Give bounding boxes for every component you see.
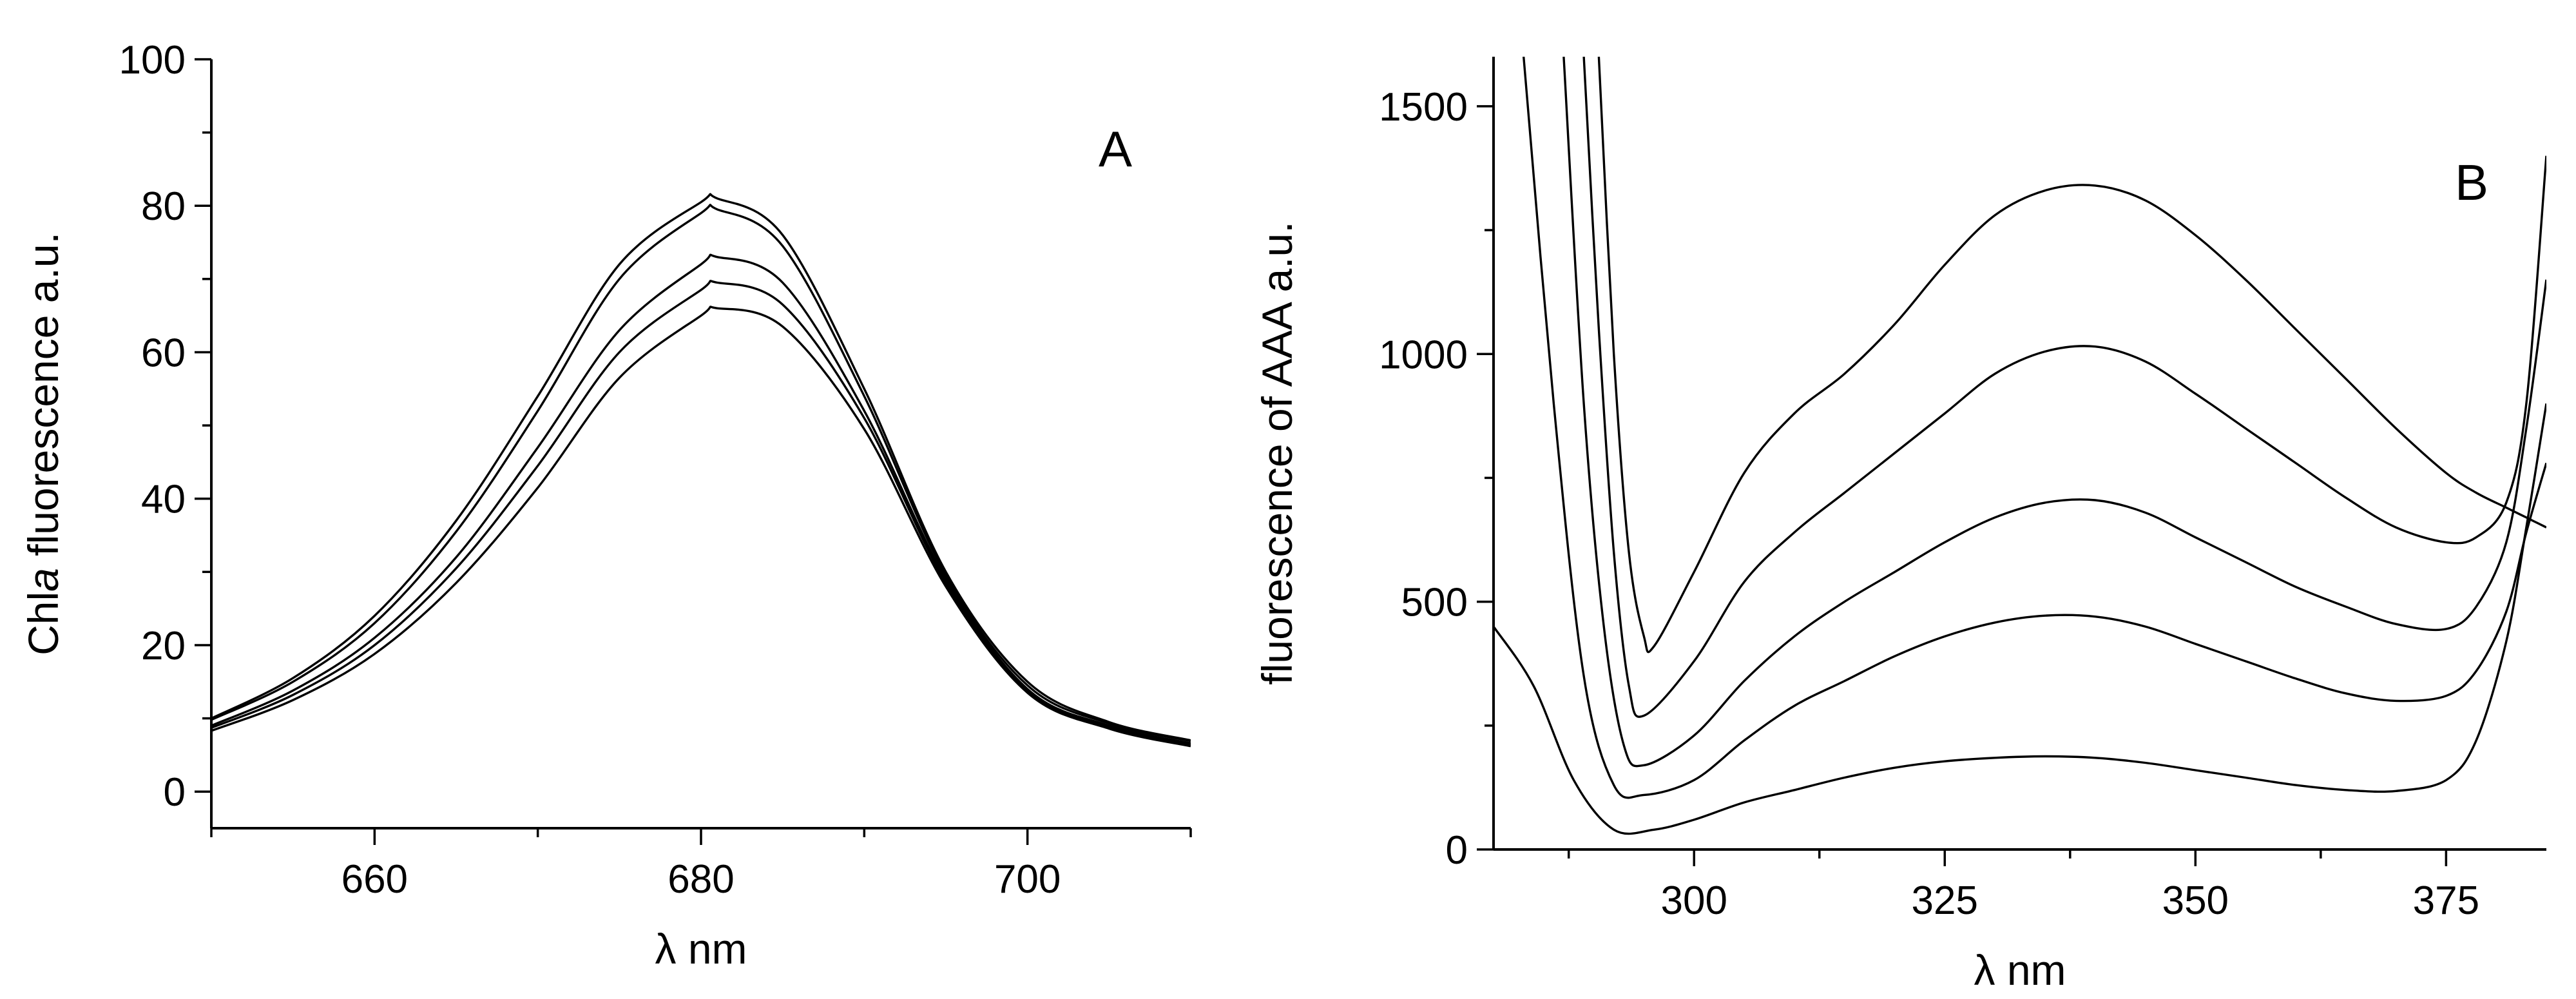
x-tick-label: 680 [668, 857, 734, 902]
series-line [211, 193, 1191, 742]
series-line [211, 204, 1191, 742]
y-axis-title: fluorescence of AAA a.u. [1253, 221, 1301, 684]
panel-label: A [1099, 121, 1132, 177]
series-line [1597, 57, 2546, 654]
x-tick-label: 300 [1661, 878, 1727, 923]
panel-b: 300 325 350 375 0 500 1000 1500 λ nm fluorescence… [1253, 57, 2546, 994]
x-axis-title: λ nm [655, 925, 747, 973]
panel-a: 660 680 700 0 20 40 60 80 100 λ nm Chla fluorescen… [19, 38, 1192, 973]
panel-label: B [2455, 154, 2488, 211]
series-group [1494, 57, 2546, 835]
x-tick-label: 350 [2162, 878, 2229, 923]
series-group [211, 193, 1191, 748]
x-tick-label: 375 [2413, 878, 2479, 923]
y-axis-title-part: Chl [19, 592, 67, 655]
y-tick-label: 40 [141, 478, 186, 522]
y-tick-label: 1000 [1379, 333, 1468, 377]
series-line [1582, 57, 2546, 718]
x-tick-label: 660 [341, 857, 408, 902]
y-axis-title: Chla fluorescence a.u. [19, 232, 67, 655]
series-line [211, 306, 1191, 748]
y-tick-label: 100 [119, 38, 186, 82]
y-tick-label: 60 [141, 331, 186, 375]
series-line [1562, 57, 2546, 768]
y-tick-label: 1500 [1379, 85, 1468, 130]
series-line [1494, 403, 2546, 835]
series-line [1523, 57, 2546, 799]
y-axis-title-italic: a [19, 568, 67, 592]
y-tick-label: 0 [1446, 828, 1468, 873]
x-axis-title: λ nm [1974, 946, 2066, 994]
y-axis-title-part: fluorescence a.u. [19, 232, 67, 568]
x-tick-label: 700 [994, 857, 1061, 902]
series-line [211, 253, 1191, 744]
y-tick-label: 500 [1401, 581, 1468, 625]
series-line [211, 280, 1191, 746]
x-tick-label: 325 [1912, 878, 1978, 923]
y-tick-label: 80 [141, 184, 186, 229]
y-tick-label: 0 [164, 770, 186, 815]
y-tick-label: 20 [141, 624, 186, 668]
